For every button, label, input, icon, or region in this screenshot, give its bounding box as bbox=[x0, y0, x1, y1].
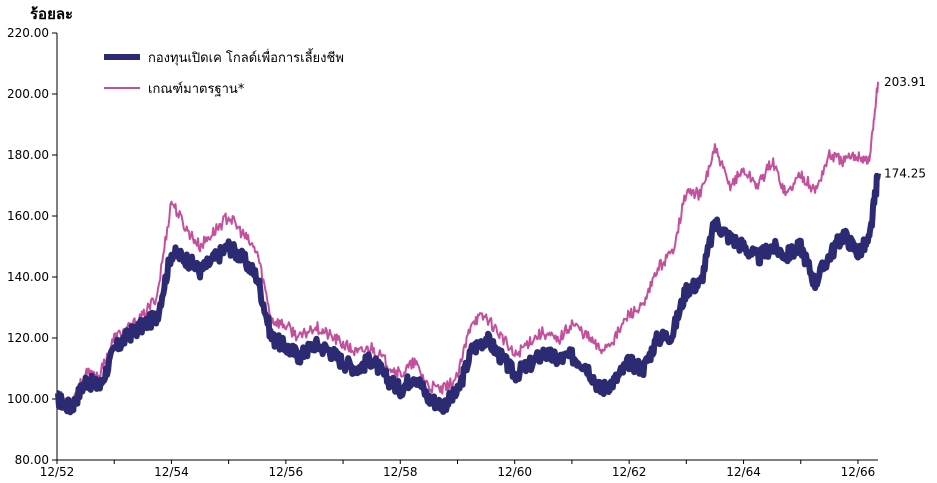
y-tick-label: 80.00 bbox=[15, 453, 49, 467]
y-tick-label: 160.00 bbox=[7, 209, 49, 223]
x-tick-label: 12/66 bbox=[841, 465, 876, 479]
x-tick-label: 12/56 bbox=[269, 465, 304, 479]
y-tick-label: 220.00 bbox=[7, 26, 49, 40]
series-line-fund bbox=[55, 172, 881, 416]
x-tick-label: 12/60 bbox=[497, 465, 532, 479]
y-tick-label: 120.00 bbox=[7, 331, 49, 345]
y-tick-label: 200.00 bbox=[7, 87, 49, 101]
x-tick-label: 12/62 bbox=[612, 465, 647, 479]
legend: กองทุนเปิดเค โกลด์เพื่อการเลี้ยงชีพเกณฑ์… bbox=[104, 48, 344, 97]
y-tick-label: 100.00 bbox=[7, 392, 49, 406]
y-axis-unit-label: ร้อยละ bbox=[30, 5, 74, 23]
legend-label: กองทุนเปิดเค โกลด์เพื่อการเลี้ยงชีพ bbox=[148, 48, 344, 66]
x-tick-label: 12/58 bbox=[383, 465, 418, 479]
plot-area bbox=[55, 81, 881, 416]
end-labels: 203.91 174.25 bbox=[884, 75, 926, 181]
y-tick-label: 180.00 bbox=[7, 148, 49, 162]
legend-label: เกณฑ์มาตรฐาน* bbox=[148, 81, 245, 97]
series-line-benchmark bbox=[56, 81, 879, 408]
x-tick-label: 12/64 bbox=[726, 465, 761, 479]
y-tick-label: 140.00 bbox=[7, 270, 49, 284]
end-value-label: 203.91 bbox=[884, 75, 926, 89]
x-tick-label: 12/54 bbox=[154, 465, 189, 479]
axes: 220.00 200.00 180.00 160.00 140.00 120.00 100.… bbox=[7, 26, 878, 479]
x-tick-label: 12/52 bbox=[40, 465, 75, 479]
end-value-label: 174.25 bbox=[884, 166, 926, 180]
